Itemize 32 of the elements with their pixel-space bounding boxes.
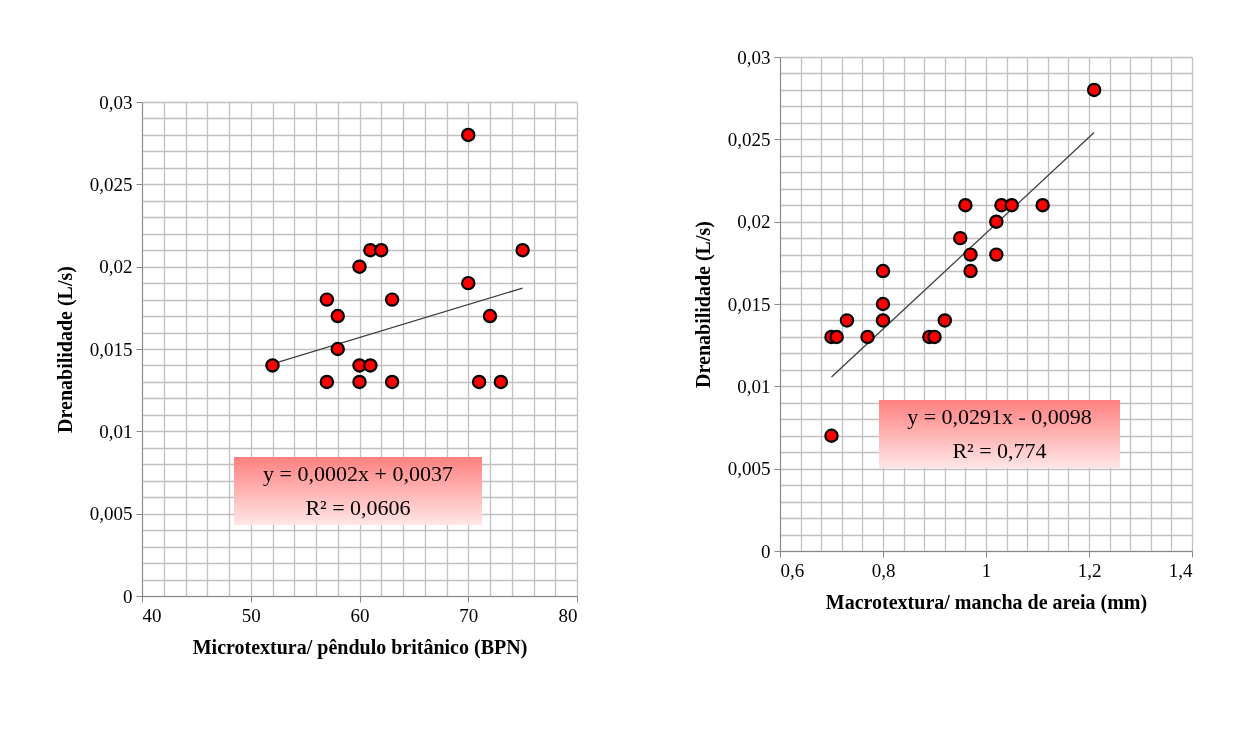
y-tick-label: 0,01 [99, 420, 133, 442]
x-tick-label: 80 [558, 604, 578, 626]
y-tick-label: 0,02 [737, 211, 771, 233]
x-tick-label: 0,8 [871, 559, 896, 581]
y-tick-label: 0 [761, 540, 771, 562]
y-tick-label: 0,025 [727, 128, 771, 150]
y-tick-label: 0,03 [99, 91, 133, 113]
x-tick-label: 0,6 [780, 559, 805, 581]
x-tick-label: 40 [142, 604, 162, 626]
annotation: R² = 0,0606 [305, 495, 411, 520]
x-axis-title: Microtextura/ pêndulo britânico (BPN) [192, 635, 528, 659]
y-tick-label: 0,005 [89, 503, 133, 525]
y-tick-label: 0,015 [727, 293, 771, 315]
y-tick-label: 0,015 [89, 338, 133, 360]
x-tick-label: 50 [241, 604, 261, 626]
y-tick-label: 0,005 [727, 458, 771, 480]
x-tick-label: 1 [981, 559, 992, 581]
y-axis-title: Drenabilidade (L/s) [53, 266, 77, 433]
y-tick-label: 0,025 [89, 173, 133, 195]
x-tick-label: 70 [459, 604, 479, 626]
annotation: y = 0,0002x + 0,0037 [263, 461, 453, 486]
y-tick-label: 0,03 [737, 46, 771, 68]
x-axis-title: Macrotextura/ mancha de areia (mm) [825, 590, 1148, 614]
y-axis-title: Drenabilidade (L/s) [691, 221, 715, 388]
annotation: y = 0,0291x - 0,0098 [907, 404, 1092, 429]
y-tick-label: 0,02 [99, 256, 133, 278]
x-tick-label: 1,4 [1168, 559, 1193, 581]
y-tick-label: 0,01 [737, 375, 771, 397]
x-tick-label: 1,2 [1077, 559, 1102, 581]
y-tick-label: 0 [123, 585, 133, 607]
x-tick-label: 60 [350, 604, 370, 626]
annotation: R² = 0,774 [952, 438, 1047, 463]
